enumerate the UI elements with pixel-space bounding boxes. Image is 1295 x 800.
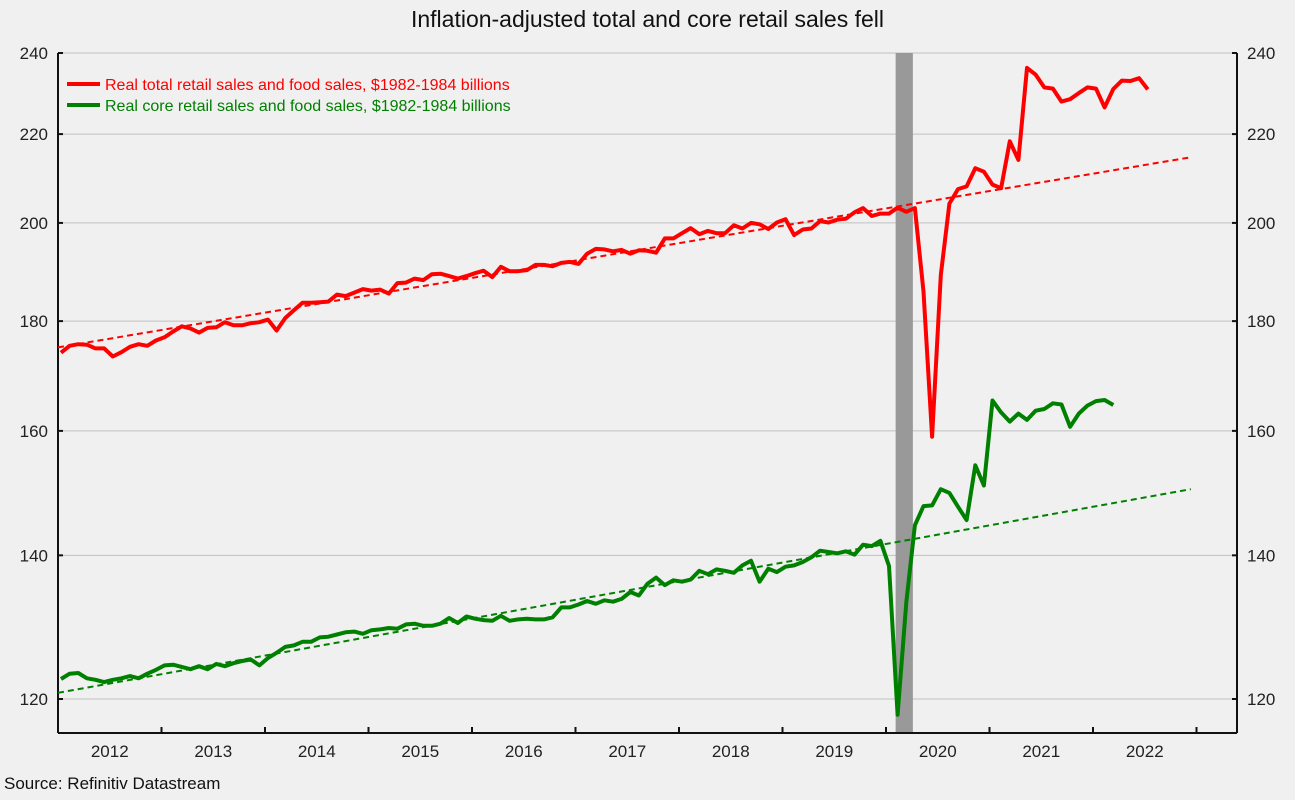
chart-title: Inflation-adjusted total and core retail… bbox=[410, 6, 885, 32]
x-tick-label: 2012 bbox=[91, 742, 129, 761]
gridlines bbox=[58, 52, 1237, 700]
x-tick-label: 2016 bbox=[505, 742, 543, 761]
y-tick-label-right: 180 bbox=[1247, 312, 1275, 331]
series-line-core-retail-sales bbox=[59, 398, 1115, 717]
series-line-total-retail-sales bbox=[59, 65, 1150, 439]
x-tick-label: 2019 bbox=[815, 742, 853, 761]
y-tick-label-right: 160 bbox=[1247, 422, 1275, 441]
y-tick-label-right: 140 bbox=[1247, 546, 1275, 565]
x-tick-label: 2020 bbox=[919, 742, 957, 761]
source-note: Source: Refinitiv Datastream bbox=[4, 774, 221, 793]
y-tick-label-left: 180 bbox=[20, 312, 48, 331]
x-tick-label: 2017 bbox=[608, 742, 646, 761]
legend-label-total: Real total retail sales and food sales, … bbox=[105, 77, 510, 94]
x-tick-label: 2022 bbox=[1126, 742, 1164, 761]
y-tick-label-left: 200 bbox=[20, 214, 48, 233]
axes: 120 120 140 140 160 160 180 180 200 200 220 220 240 2… bbox=[20, 44, 1276, 761]
series-layer bbox=[57, 65, 1192, 717]
legend-label-core: Real core retail sales and food sales, $… bbox=[105, 98, 511, 115]
y-tick-label-left: 140 bbox=[20, 546, 48, 565]
y-tick-label-right: 240 bbox=[1247, 44, 1275, 63]
y-tick-label-left: 160 bbox=[20, 422, 48, 441]
y-tick-label-left: 120 bbox=[20, 690, 48, 709]
trend-line-total bbox=[57, 156, 1192, 349]
x-tick-label: 2013 bbox=[194, 742, 232, 761]
x-tick-label: 2018 bbox=[712, 742, 750, 761]
legend: Real total retail sales and food sales, … bbox=[67, 77, 511, 115]
recession-band bbox=[895, 53, 913, 733]
x-tick-label: 2014 bbox=[298, 742, 336, 761]
y-tick-label-right: 220 bbox=[1247, 125, 1275, 144]
x-tick-label: 2021 bbox=[1022, 742, 1060, 761]
x-tick-label: 2015 bbox=[401, 742, 439, 761]
y-tick-label-left: 220 bbox=[20, 125, 48, 144]
y-tick-label-left: 240 bbox=[20, 44, 48, 63]
y-tick-label-right: 120 bbox=[1247, 690, 1275, 709]
y-tick-label-right: 200 bbox=[1247, 214, 1275, 233]
trend-line-core bbox=[57, 488, 1192, 694]
